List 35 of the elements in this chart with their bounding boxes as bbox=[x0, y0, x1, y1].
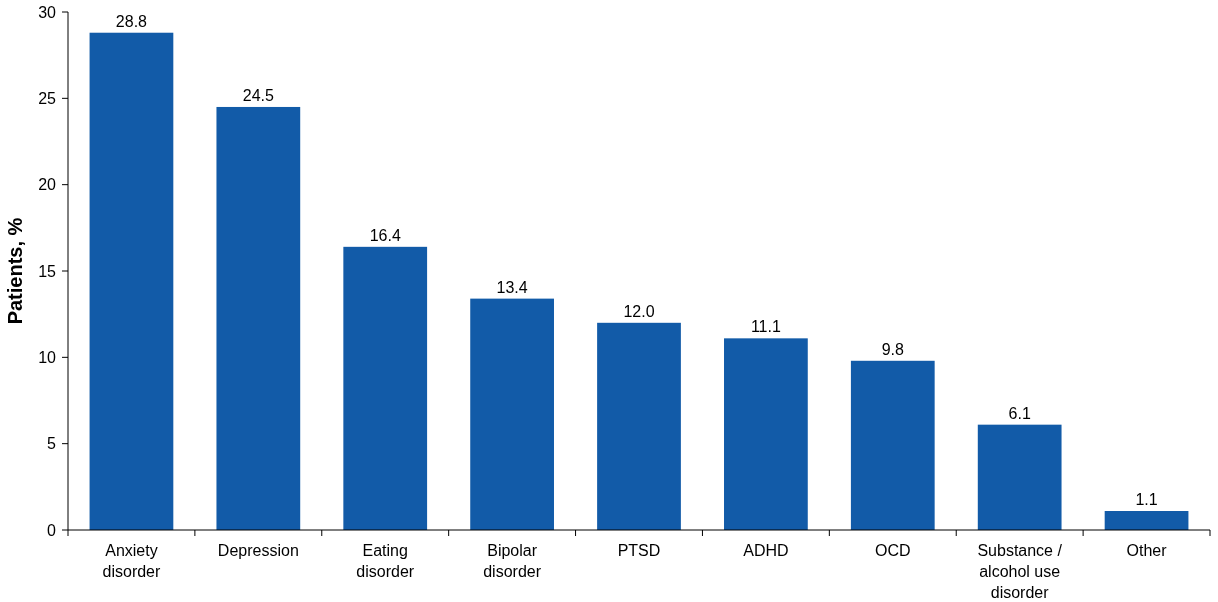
x-tick-label: Bipolar disorder bbox=[483, 542, 542, 580]
data-label: 12.0 bbox=[623, 302, 655, 320]
x-tick-label: ADHD bbox=[743, 542, 789, 559]
bar bbox=[977, 424, 1062, 530]
data-label: 24.5 bbox=[242, 86, 275, 104]
bar bbox=[343, 246, 428, 530]
x-tick-label: Substance / alcohol use disorder bbox=[977, 542, 1063, 601]
y-tick-label: 20 bbox=[38, 176, 57, 194]
data-label: 28.8 bbox=[115, 12, 148, 30]
bar bbox=[470, 298, 554, 530]
data-label: 6.1 bbox=[1008, 404, 1031, 422]
x-tick-label: Anxiety disorder bbox=[102, 542, 162, 580]
bar bbox=[1104, 511, 1189, 530]
bar bbox=[216, 106, 301, 530]
bar bbox=[597, 322, 681, 530]
y-tick-label: 5 bbox=[47, 435, 57, 453]
y-tick-label: 0 bbox=[47, 521, 57, 539]
data-label: 11.1 bbox=[750, 318, 781, 336]
y-tick-label: 25 bbox=[38, 89, 57, 107]
y-tick-label: 30 bbox=[38, 3, 57, 21]
x-tick-label: Depression bbox=[217, 542, 299, 559]
bar bbox=[850, 360, 935, 530]
data-label: 9.8 bbox=[881, 340, 904, 358]
data-label: 1.1 bbox=[1135, 491, 1158, 509]
x-tick-label: PTSD bbox=[617, 542, 661, 559]
bar bbox=[89, 32, 174, 530]
y-axis-title: Patients, % bbox=[4, 217, 26, 325]
x-tick-label: OCD bbox=[875, 542, 911, 559]
bar bbox=[724, 338, 808, 530]
y-tick-label: 15 bbox=[38, 262, 57, 280]
y-tick-label: 10 bbox=[38, 348, 57, 366]
x-tick-label: Other bbox=[1126, 542, 1168, 559]
data-label: 13.4 bbox=[496, 278, 528, 296]
x-tick-label: Eating disorder bbox=[356, 542, 415, 580]
data-label: 16.4 bbox=[369, 226, 401, 244]
